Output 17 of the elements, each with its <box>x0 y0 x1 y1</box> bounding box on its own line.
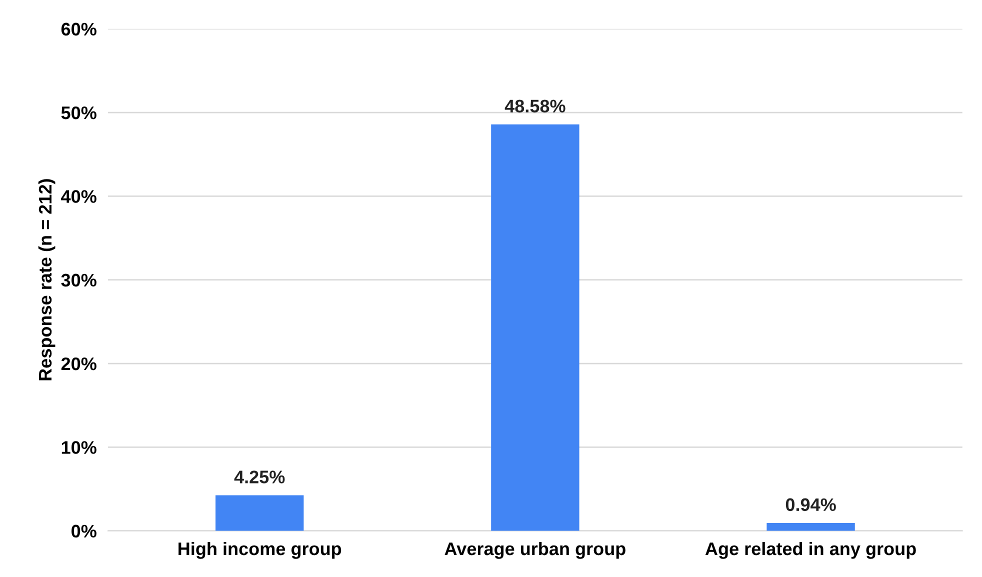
y-tick-label: 10% <box>62 441 96 454</box>
x-tick-label: Age related in any group <box>705 542 916 559</box>
bar <box>491 124 580 531</box>
bar <box>766 522 855 531</box>
y-tick-label: 30% <box>61 274 96 287</box>
data-label: 48.58% <box>504 100 566 112</box>
y-tick-label: 0% <box>72 524 96 538</box>
x-tick-label: Average urban group <box>444 542 626 559</box>
data-label: 4.25% <box>234 470 285 484</box>
data-label: 0.94% <box>786 498 836 512</box>
x-tick-label: High income group <box>178 542 342 559</box>
y-tick-label: 60% <box>61 22 96 36</box>
y-axis-title: Response rate (n = 212) <box>38 179 56 380</box>
bar <box>216 495 304 531</box>
y-tick-label: 20% <box>61 357 96 370</box>
y-tick-label: 50% <box>61 106 96 120</box>
y-tick-label: 40% <box>61 190 96 203</box>
